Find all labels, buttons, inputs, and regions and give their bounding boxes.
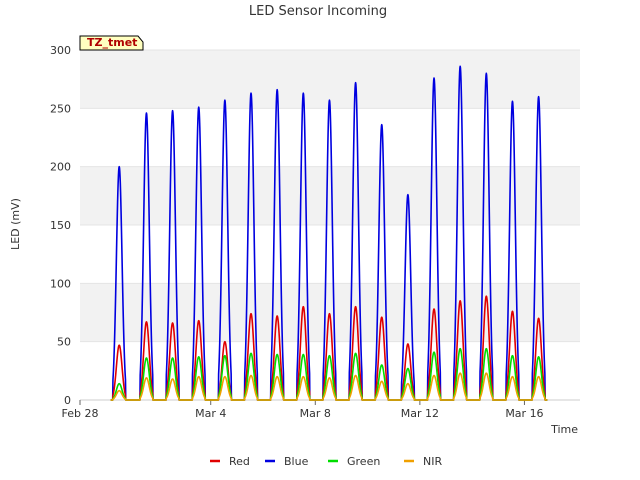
x-tick-label: Mar 16: [505, 407, 543, 420]
legend-label-blue: Blue: [284, 455, 309, 468]
legend-label-nir: NIR: [423, 455, 442, 468]
grid-band: [80, 166, 580, 225]
y-tick-label: 150: [50, 219, 71, 232]
series-lines: [109, 65, 548, 401]
chart-title: LED Sensor Incoming: [249, 4, 387, 19]
grid-band: [80, 283, 580, 342]
grid-band: [80, 341, 580, 400]
x-tick-label: Mar 4: [195, 407, 226, 420]
y-tick-label: 200: [50, 161, 71, 174]
grid-bands: [80, 49, 580, 401]
site-badge: TZ_tmet: [79, 35, 144, 51]
y-tick-label: 100: [50, 277, 71, 290]
legend-label-green: Green: [347, 455, 380, 468]
grid-band: [80, 225, 580, 284]
legend: Red Blue Green NIR: [210, 455, 442, 468]
x-tick-label: Feb 28: [62, 407, 99, 420]
y-tick-label: 0: [64, 394, 71, 407]
badge-box: [79, 35, 144, 51]
x-axis-ticks: Feb 28 Mar 4 Mar 8 Mar 12 Mar 16: [62, 400, 544, 420]
grid-band: [80, 50, 580, 109]
y-tick-label: 50: [57, 336, 71, 349]
x-axis-label: Time: [550, 423, 578, 436]
y-tick-label: 300: [50, 44, 71, 57]
badge-label: TZ_tmet: [87, 36, 137, 49]
y-axis-label: LED (mV): [9, 198, 22, 250]
x-tick-label: Mar 8: [300, 407, 331, 420]
series-line-nir: [109, 372, 548, 401]
y-axis-ticks: 0 50 100 150 200 250 300: [50, 44, 71, 407]
legend-label-red: Red: [229, 455, 250, 468]
x-tick-label: Mar 12: [401, 407, 439, 420]
y-tick-label: 250: [50, 102, 71, 115]
